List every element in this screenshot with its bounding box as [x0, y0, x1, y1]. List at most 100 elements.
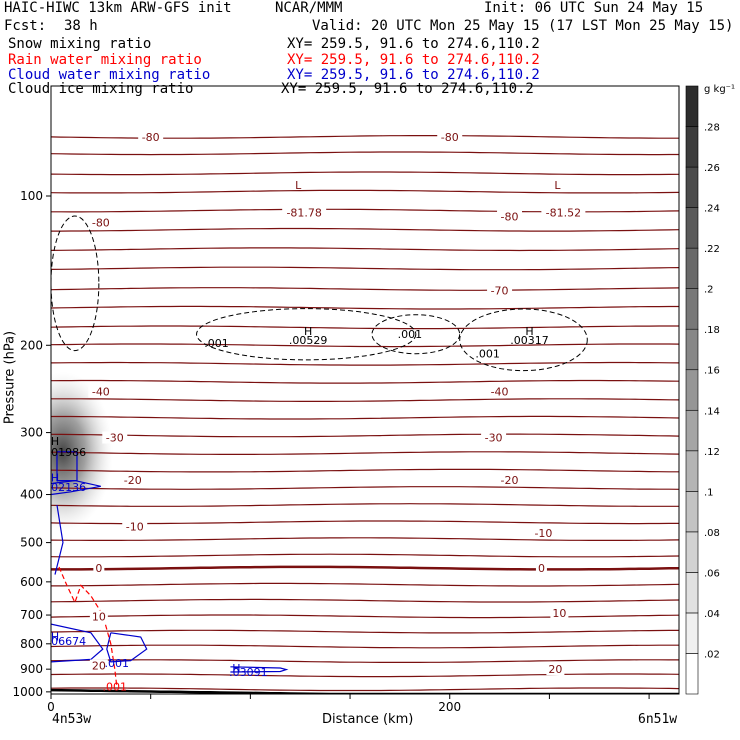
- x-axis-title: Distance (km): [322, 712, 414, 727]
- colorbar-cell: [685, 531, 699, 573]
- label-mask: [102, 431, 128, 444]
- colorbar-tick-label: .2: [704, 285, 714, 296]
- y-tick-label: 700: [20, 608, 43, 622]
- cloud-water-contour: [230, 666, 289, 673]
- cloud-water-extremum-value: .03091: [229, 666, 268, 679]
- colorbar-tick-label: .24: [704, 204, 720, 215]
- cloud-water-contour: [51, 623, 104, 663]
- colorbar-tick-label: .26: [704, 163, 720, 174]
- colorbar-cell: [685, 207, 699, 249]
- isotherm-line: [51, 227, 679, 232]
- colorbar-cell: [685, 369, 699, 411]
- colorbar-tick-label: .06: [704, 568, 720, 579]
- rain-water-contour: [58, 566, 118, 687]
- cloud-ice-label: .001: [475, 348, 500, 361]
- label-mask: [282, 206, 327, 219]
- colorbar-tick-label: .28: [704, 123, 720, 134]
- isotherm-line: [51, 151, 679, 156]
- label-mask: [122, 520, 148, 533]
- cloud-ice-contour: [371, 314, 461, 355]
- cloud-water-contour: [54, 504, 64, 575]
- isotherm-label: -70: [491, 284, 509, 297]
- valid-time: Valid: 20 UTC Mon 25 May 15 (17 LST Mon …: [312, 18, 734, 34]
- isotherm-line: [51, 343, 679, 348]
- field-label-cloud-water: Cloud water mixing ratio: [8, 67, 211, 83]
- isotherm-label: -10: [534, 527, 552, 540]
- cloud-ice-extremum-symbol: H: [304, 325, 312, 338]
- isotherm-line: [51, 687, 679, 692]
- cloud-ice-label: .001: [204, 337, 229, 350]
- isotherm-line: [51, 451, 679, 455]
- label-mask: [541, 206, 586, 219]
- field-xy-cloud-water: XY= 259.5, 91.6 to 274.6,110.2: [287, 67, 540, 83]
- cloud-ice-contour: [196, 308, 417, 361]
- field-xy-snow: XY= 259.5, 91.6 to 274.6,110.2: [287, 36, 540, 52]
- colorbar-tick-label: .14: [704, 406, 720, 417]
- cloud-water-extremum-value: .06674: [48, 635, 87, 648]
- isotherm-label: -30: [106, 432, 124, 445]
- plot-title: HAIC-HIWC 13km ARW-GFS init: [4, 0, 232, 16]
- isotherm-line: [51, 673, 679, 678]
- isotherm-label: 10: [92, 611, 106, 624]
- label-mask: [487, 385, 513, 398]
- terrain-line: [51, 688, 679, 694]
- isotherm-label: -20: [124, 474, 142, 487]
- isotherm-label: -80: [501, 211, 519, 224]
- center-label: NCAR/MMM: [275, 0, 343, 16]
- x-left-endpoint: 4n53w: [52, 712, 92, 727]
- isotherm-line: [51, 486, 679, 490]
- x-right-endpoint: 6n51w: [638, 712, 678, 727]
- x-tick-label: 0: [47, 700, 55, 714]
- cloud-ice-label: .001: [398, 328, 423, 341]
- fcst-label: Fcst:: [4, 18, 47, 34]
- snow-extremum-value: .01986: [48, 446, 87, 459]
- plot-frame: [50, 85, 680, 695]
- cloud-ice-extremum-symbol: H: [525, 325, 533, 338]
- y-tick-label: 800: [20, 637, 43, 651]
- colorbar-tick-label: .16: [704, 366, 720, 377]
- y-tick-label: 400: [20, 488, 43, 502]
- y-tick-label: 500: [20, 536, 43, 550]
- isotherm-line: [51, 247, 679, 252]
- y-tick-label: 900: [20, 662, 43, 676]
- field-label-cloud-ice: Cloud ice mixing ratio: [8, 81, 194, 97]
- label-mask: [550, 606, 569, 619]
- isotherm-label: -40: [491, 386, 509, 399]
- isotherm-label: 20: [548, 663, 562, 676]
- colorbar-cell: [685, 450, 699, 492]
- colorbar-cell: [685, 247, 699, 289]
- cloud-water-extremum-symbol: H: [51, 472, 59, 485]
- colorbar-cell: [685, 328, 699, 371]
- isotherm-line: [51, 553, 679, 558]
- isotherm-line: [51, 503, 679, 507]
- isotherm-label: -40: [92, 386, 110, 399]
- isotherm-line: [51, 287, 679, 291]
- y-tick-label: 600: [20, 575, 43, 589]
- rain-water-label: .001: [103, 680, 128, 693]
- fcst-value: 38 h: [64, 18, 98, 34]
- cloud-water-extremum-symbol: H: [232, 662, 240, 675]
- colorbar-tick-label: .22: [704, 244, 720, 255]
- isotherm-line: [51, 325, 679, 330]
- y-tick-label: 100: [20, 189, 43, 203]
- isotherm-line: [51, 305, 679, 310]
- isotherm-label: 0: [538, 562, 545, 575]
- colorbar-cell: [685, 491, 699, 533]
- cloud-water-contour: [106, 632, 148, 663]
- snow-contour: [56, 451, 78, 482]
- isotherm-label: -80: [142, 131, 160, 144]
- colorbar-tick-label: .08: [704, 528, 720, 539]
- colorbar-cell: [685, 166, 699, 208]
- cloud-water-label: .001: [105, 657, 130, 670]
- isotherm-line: [51, 171, 679, 176]
- colorbar-unit: g kg⁻¹: [704, 84, 735, 95]
- isotherm-line: [51, 266, 679, 271]
- label-mask: [530, 526, 556, 539]
- label-mask: [546, 663, 565, 676]
- y-tick-label: 1000: [12, 685, 43, 699]
- label-mask: [120, 474, 146, 487]
- label-mask: [487, 284, 513, 297]
- label-mask: [88, 385, 114, 398]
- label-mask: [437, 130, 463, 143]
